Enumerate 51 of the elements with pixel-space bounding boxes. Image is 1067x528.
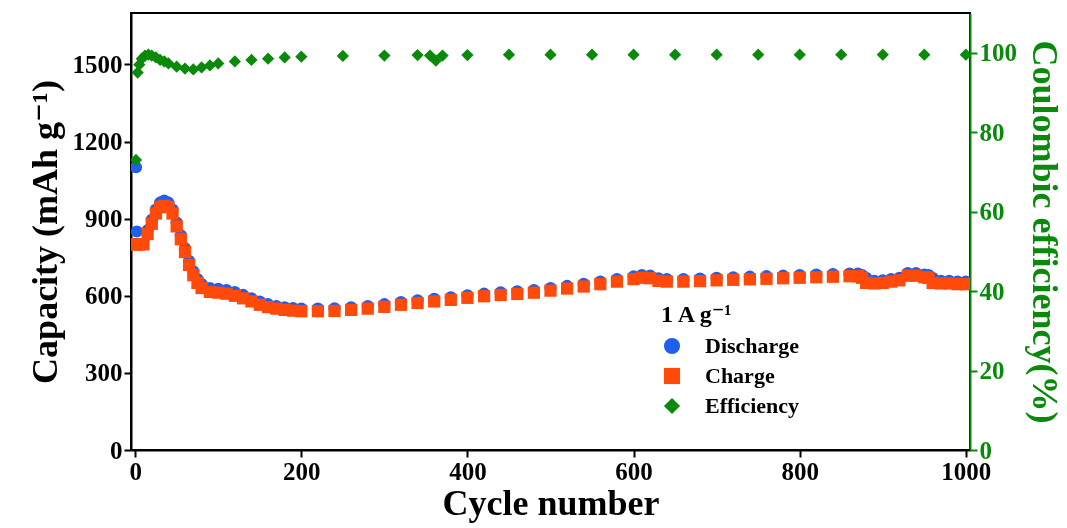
y-tick-label: 300 [85,359,123,387]
point [918,48,931,61]
point [261,52,275,65]
point [378,49,391,62]
y2-tick-label: 40 [979,277,1005,305]
y-tick-label: 1200 [72,128,123,156]
x-tick-label: 800 [781,457,819,485]
point [959,48,970,61]
point [195,61,208,74]
point [436,49,449,62]
y2-tick-label: 0 [979,436,992,464]
legend-label: Discharge [705,333,800,358]
legend-label: Efficiency [705,393,800,418]
point [461,48,474,62]
point [793,48,806,61]
legend-title: 1 A g⁻¹ [661,301,732,327]
point [228,55,241,68]
y-tick-label: 1500 [72,50,123,78]
legend-label: Charge [705,363,775,388]
point [502,48,516,61]
point [876,48,889,61]
point [752,48,765,61]
x-tick-label: 400 [449,457,487,485]
point [278,51,291,64]
point [668,48,682,61]
y2-tick-label: 20 [979,357,1005,385]
point [336,49,349,63]
x-tick-label: 200 [283,457,321,485]
point [212,57,225,70]
y-tick-label: 900 [85,205,123,233]
point [411,48,424,62]
y2-tick-label: 60 [979,198,1005,226]
point [295,50,308,63]
y-tick-label: 0 [110,436,123,464]
y-axis-title: Capacity (mAh g⁻¹) [24,80,65,384]
point [170,60,183,73]
y2-tick-label: 80 [979,118,1005,146]
y-tick-label: 600 [85,282,123,310]
x-axis-title: Cycle number [442,482,660,523]
x-tick-label: 0 [129,457,142,485]
y2-axis-title: Coulombic efficiency(%) [1025,40,1065,424]
point [710,48,723,61]
point [245,53,258,66]
x-tick-label: 600 [615,457,653,485]
point [627,48,640,61]
point [131,153,143,167]
point [187,63,200,76]
point [544,48,557,61]
point [585,48,599,61]
point [835,48,848,61]
y2-tick-label: 100 [979,39,1017,67]
